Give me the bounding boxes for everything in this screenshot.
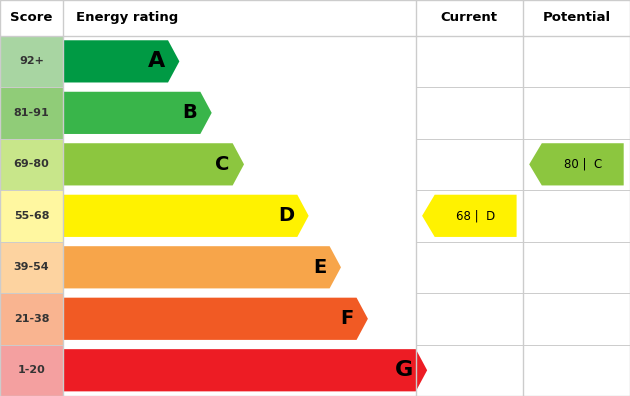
Text: 21-38: 21-38 bbox=[14, 314, 49, 324]
Polygon shape bbox=[63, 92, 212, 134]
Polygon shape bbox=[63, 246, 341, 288]
Polygon shape bbox=[529, 143, 624, 185]
Bar bbox=[0, 36, 63, 87]
Text: 39-54: 39-54 bbox=[14, 262, 49, 272]
Polygon shape bbox=[63, 40, 180, 82]
Polygon shape bbox=[63, 143, 244, 185]
Text: D: D bbox=[278, 206, 294, 225]
Bar bbox=[0, 242, 63, 293]
Bar bbox=[0, 345, 63, 396]
Bar bbox=[0, 190, 63, 242]
Polygon shape bbox=[422, 195, 517, 237]
Text: C: C bbox=[215, 155, 229, 174]
Text: 92+: 92+ bbox=[19, 56, 44, 67]
Text: Potential: Potential bbox=[542, 11, 610, 24]
Bar bbox=[0, 139, 63, 190]
Text: 80 |  C: 80 | C bbox=[564, 158, 602, 171]
Text: Energy rating: Energy rating bbox=[76, 11, 178, 24]
Polygon shape bbox=[63, 349, 427, 391]
Text: 69-80: 69-80 bbox=[14, 159, 49, 169]
Bar bbox=[0, 293, 63, 345]
Text: 1-20: 1-20 bbox=[18, 365, 45, 375]
Text: 55-68: 55-68 bbox=[14, 211, 49, 221]
Text: E: E bbox=[313, 258, 326, 277]
Text: Current: Current bbox=[441, 11, 498, 24]
Text: 81-91: 81-91 bbox=[14, 108, 49, 118]
Text: F: F bbox=[340, 309, 353, 328]
Text: 68 |  D: 68 | D bbox=[456, 209, 495, 222]
Bar bbox=[0, 87, 63, 139]
Text: A: A bbox=[147, 51, 165, 71]
Polygon shape bbox=[63, 195, 309, 237]
Text: G: G bbox=[394, 360, 413, 380]
Text: Score: Score bbox=[10, 11, 53, 24]
Polygon shape bbox=[63, 298, 368, 340]
Text: B: B bbox=[183, 103, 197, 122]
